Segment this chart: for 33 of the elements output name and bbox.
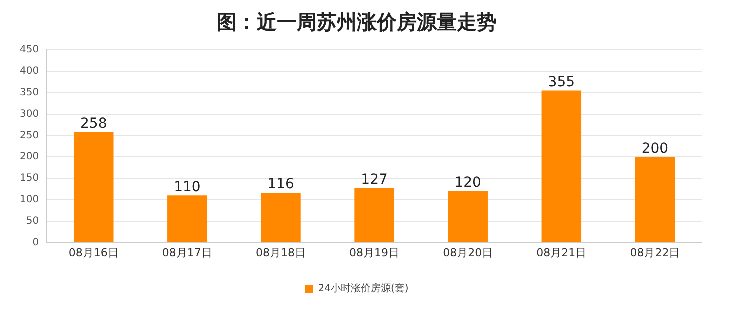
y-tick-label: 400 — [20, 66, 40, 78]
bar — [448, 191, 488, 242]
y-tick-label: 250 — [20, 130, 40, 142]
legend-label: 24小时涨价房源(套) — [318, 282, 409, 295]
x-tick-label: 08月20日 — [443, 246, 494, 260]
y-tick-label: 300 — [20, 108, 40, 120]
y-tick-label: 200 — [20, 152, 40, 163]
data-label: 127 — [361, 172, 388, 188]
data-label: 355 — [548, 74, 576, 90]
chart-title: 图：近一周苏州涨价房源量走势 — [217, 10, 497, 34]
y-tick-label: 0 — [32, 237, 40, 248]
bar — [261, 193, 301, 242]
y-tick-label: 450 — [20, 44, 40, 56]
y-tick-label: 50 — [26, 216, 40, 227]
bar — [168, 196, 208, 242]
data-label: 200 — [642, 140, 669, 157]
bar — [542, 90, 582, 242]
y-tick-label: 350 — [20, 87, 40, 98]
bar — [354, 188, 394, 242]
data-label: 258 — [80, 116, 108, 132]
x-tick-label: 08月22日 — [630, 246, 680, 260]
x-tick-label: 08月16日 — [68, 246, 119, 260]
data-label: 116 — [268, 176, 294, 193]
data-label: 120 — [454, 175, 482, 192]
x-tick-label: 08月19日 — [350, 246, 400, 260]
x-tick-label: 08月18日 — [256, 246, 306, 260]
bar — [635, 157, 676, 242]
x-tick-label: 08月21日 — [536, 246, 587, 260]
bar — [74, 132, 114, 242]
y-tick-label: 150 — [20, 173, 40, 184]
y-tick-label: 100 — [20, 194, 40, 206]
data-label: 110 — [174, 179, 201, 196]
x-tick-label: 08月17日 — [162, 246, 212, 260]
